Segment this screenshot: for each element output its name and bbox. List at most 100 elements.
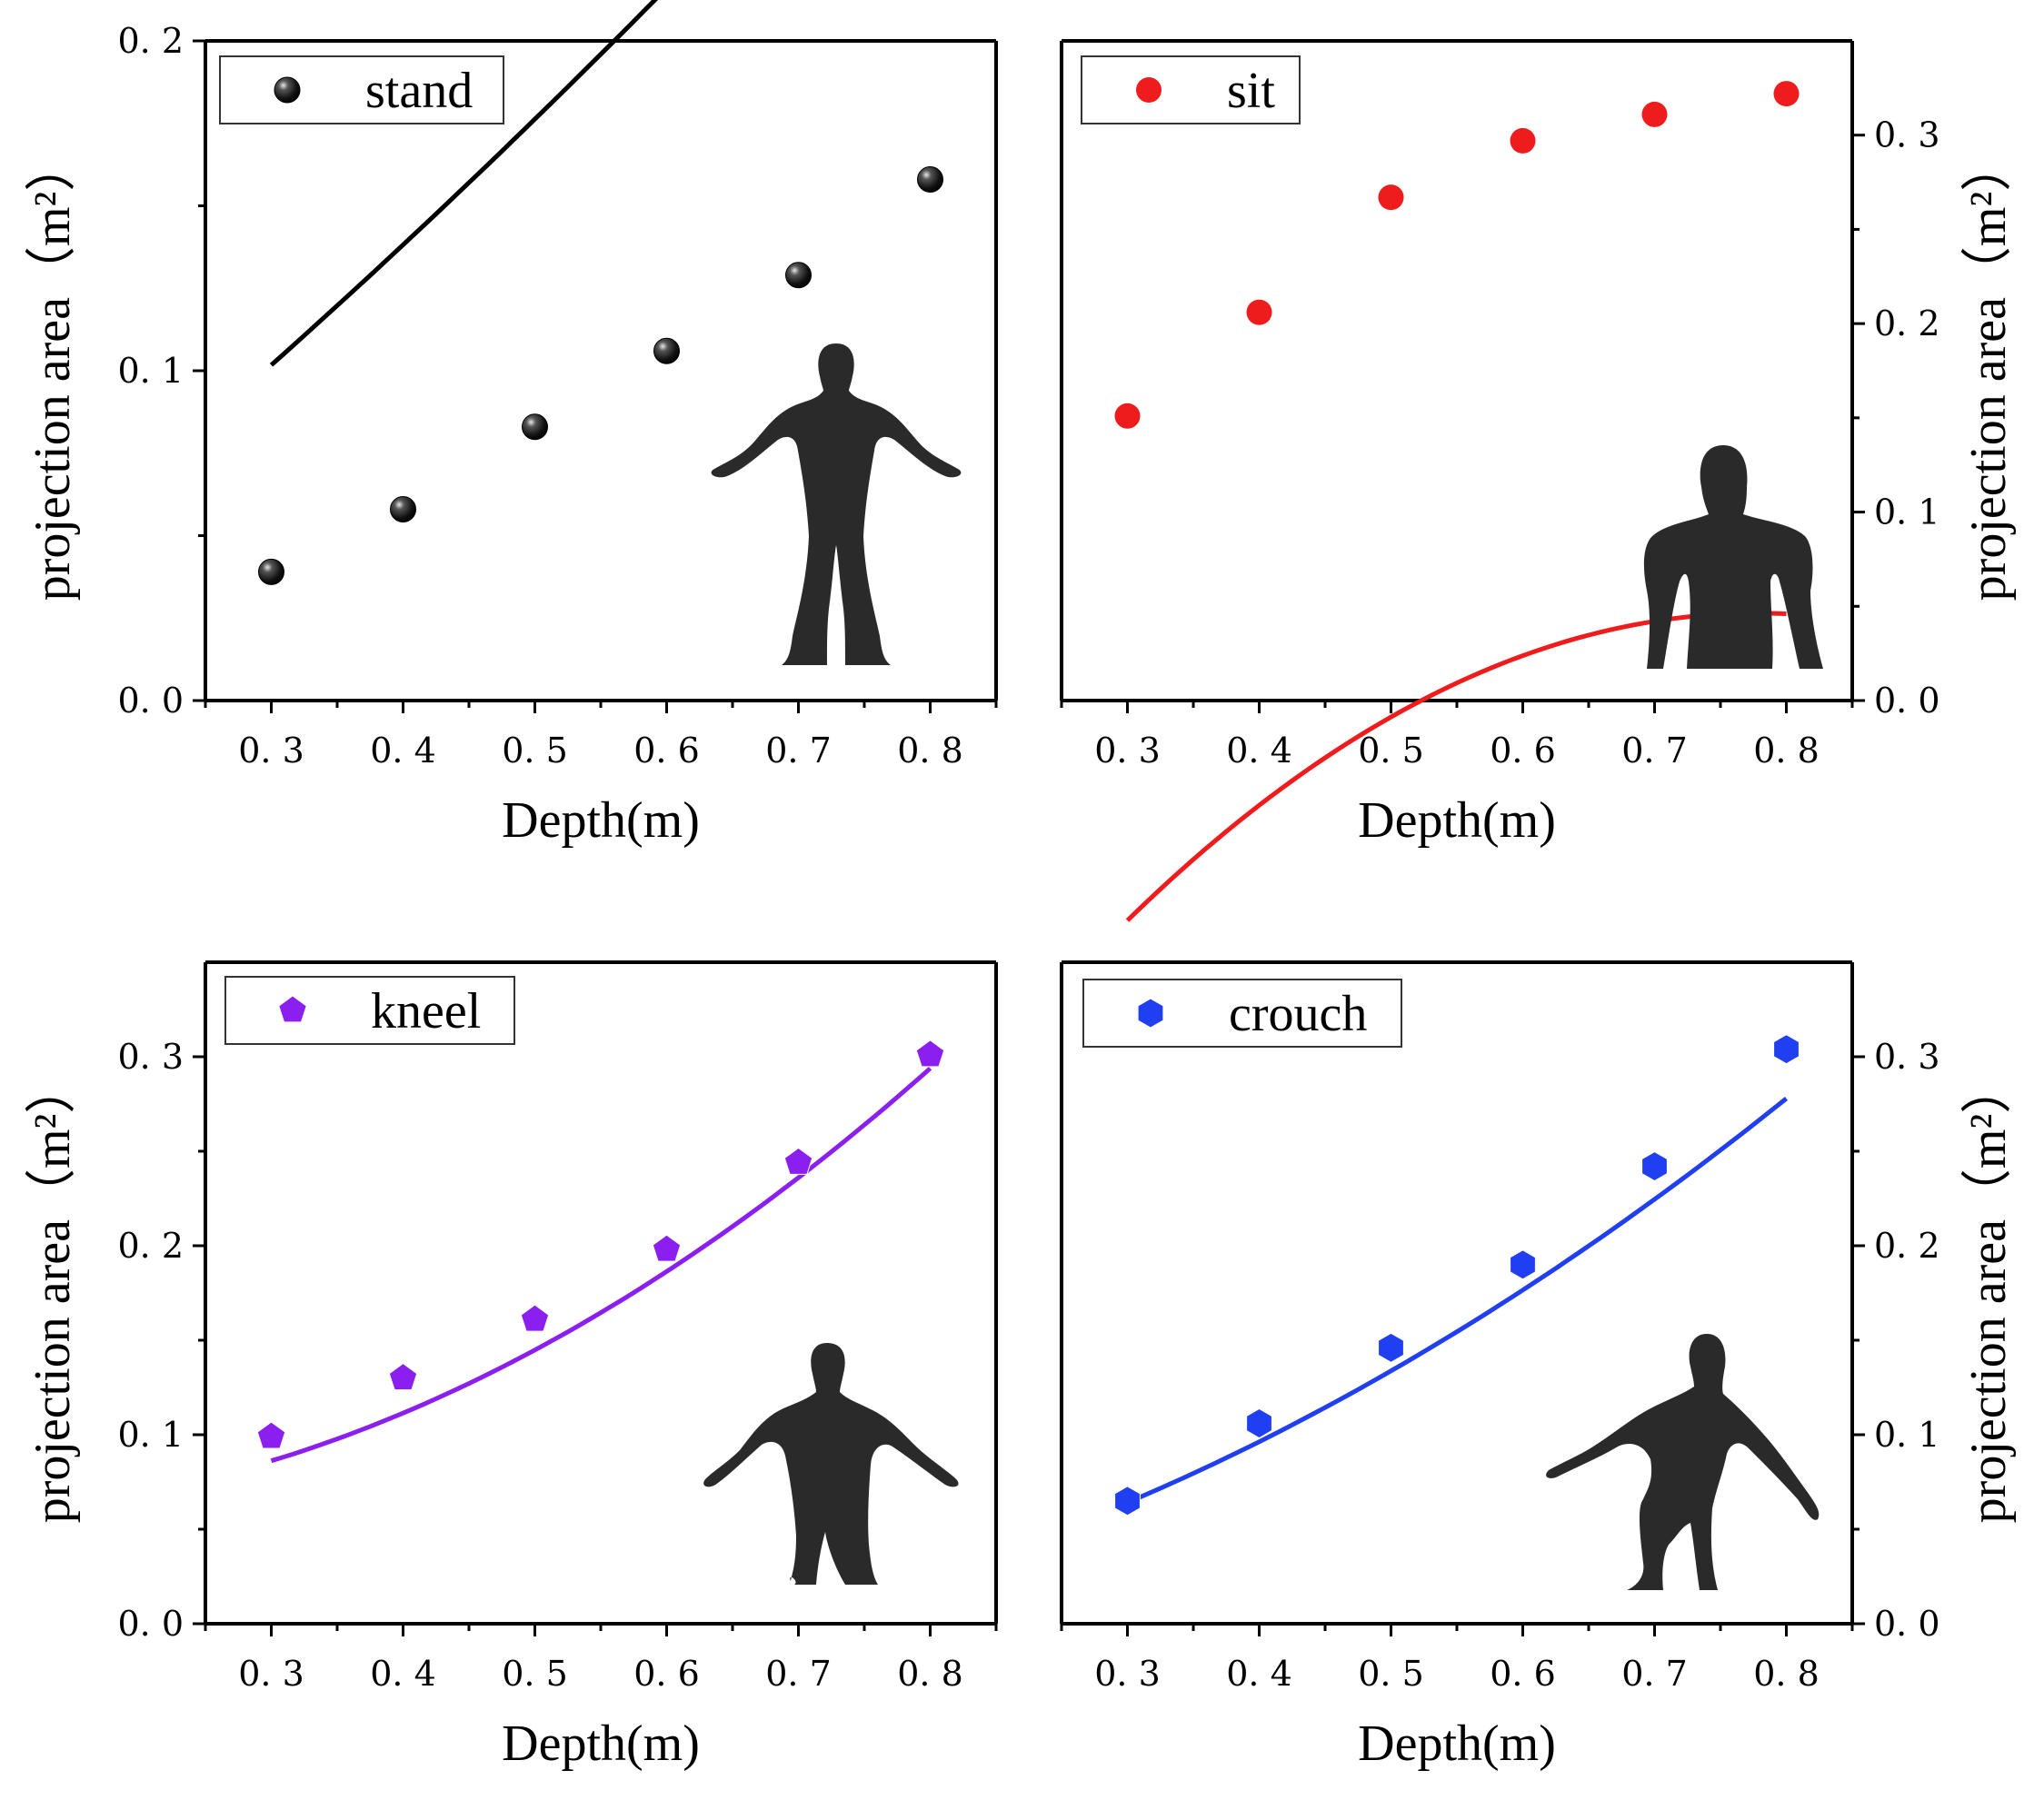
x-tick-label: 0. 6 bbox=[633, 731, 700, 771]
y-tick-label: 0. 2 bbox=[1874, 303, 1940, 343]
y-tick-label: 0. 2 bbox=[1874, 1226, 1940, 1266]
data-point-sit bbox=[1378, 184, 1404, 211]
series-line-crouch bbox=[1126, 1097, 1789, 1505]
y-tick-label: 0. 0 bbox=[117, 681, 184, 721]
data-point-kneel bbox=[388, 1362, 418, 1390]
x-axis-title: Depth(m) bbox=[1358, 792, 1556, 849]
y-axis-title: projection area（m²） bbox=[1960, 1063, 2017, 1524]
y-tick-label: 0. 2 bbox=[117, 21, 184, 61]
series-line-sit bbox=[1125, 611, 1787, 922]
data-point-sit bbox=[1246, 299, 1272, 325]
data-point-kneel bbox=[520, 1304, 550, 1332]
x-tick-label: 0. 3 bbox=[238, 1654, 304, 1694]
legend-box bbox=[219, 55, 504, 124]
axes-crouch: 0. 3 0. 4 0. 5 0. 6 0. 7 0. 8 0. 0 0. 1 0. 2 0. 3… bbox=[1060, 960, 2017, 1772]
x-tick-label: 0. 4 bbox=[1226, 731, 1292, 771]
data-point-crouch bbox=[1510, 1249, 1536, 1280]
x-axis-title: Depth(m) bbox=[502, 1715, 700, 1772]
legend-label: stand bbox=[365, 63, 473, 119]
data-point-stand bbox=[653, 337, 680, 364]
data-point-sit bbox=[1641, 101, 1668, 127]
legend-marker bbox=[274, 76, 301, 104]
y-tick-label: 0. 1 bbox=[1874, 1415, 1940, 1455]
x-tick-label: 0. 5 bbox=[1358, 1654, 1424, 1694]
y-tick-label: 0. 3 bbox=[117, 1037, 184, 1077]
data-point-crouch bbox=[1641, 1151, 1668, 1182]
data-point-kneel bbox=[256, 1421, 286, 1449]
x-tick-label: 0. 3 bbox=[238, 731, 304, 771]
data-point-sit bbox=[1773, 81, 1800, 107]
legend-box bbox=[1082, 979, 1402, 1048]
legend-kneel: kneel bbox=[224, 976, 515, 1045]
y-tick-label: 0. 1 bbox=[1874, 492, 1940, 532]
legend-crouch: crouch bbox=[1082, 979, 1402, 1048]
x-tick-label: 0. 4 bbox=[370, 731, 436, 771]
axes-sit: 0. 3 0. 4 0. 5 0. 6 0. 7 0. 8 0. 0 0. 1 0. 2 0. 3… bbox=[1060, 39, 2017, 922]
data-point-stand bbox=[258, 558, 284, 585]
y-tick-label: 0. 3 bbox=[1874, 1037, 1940, 1077]
y-tick-label: 0. 3 bbox=[1874, 115, 1940, 155]
y-axis-title: projection area（m²） bbox=[25, 1063, 81, 1524]
y-axis-title: projection area（m²） bbox=[25, 141, 81, 602]
sitting-figure-icon bbox=[1643, 445, 1823, 669]
x-tick-label: 0. 8 bbox=[1753, 731, 1820, 771]
data-point-crouch bbox=[1114, 1486, 1141, 1517]
panel-crouch: 0. 3 0. 4 0. 5 0. 6 0. 7 0. 8 0. 0 0. 1 0. 2 0. 3… bbox=[1060, 960, 2017, 1772]
axes-stand: 0. 3 0. 4 0. 5 0. 6 0. 7 0. 8 0. 0 0. 1 0. 2 Dept… bbox=[25, 0, 998, 849]
y-tick-label: 0. 0 bbox=[117, 1604, 184, 1644]
crouching-figure-icon bbox=[1546, 1334, 1820, 1590]
panel-stand: 0. 3 0. 4 0. 5 0. 6 0. 7 0. 8 0. 0 0. 1 0. 2 Dept… bbox=[25, 0, 998, 849]
data-point-stand bbox=[522, 413, 548, 441]
axes-kneel: 0. 3 0. 4 0. 5 0. 6 0. 7 0. 8 0. 0 0. 1 0. 2 0. 3… bbox=[25, 960, 998, 1772]
y-tick-label: 0. 2 bbox=[117, 1226, 184, 1266]
x-tick-label: 0. 3 bbox=[1094, 731, 1161, 771]
x-tick-label: 0. 7 bbox=[765, 1654, 832, 1694]
x-tick-label: 0. 8 bbox=[897, 1654, 963, 1694]
data-point-stand bbox=[785, 262, 812, 289]
legend-sit: sit bbox=[1081, 55, 1301, 124]
legend-label: crouch bbox=[1229, 986, 1367, 1042]
legend-stand: stand bbox=[219, 55, 504, 124]
y-tick-label: 0. 1 bbox=[117, 1415, 184, 1455]
y-tick-label: 0. 0 bbox=[1874, 681, 1940, 721]
data-point-crouch bbox=[1246, 1407, 1272, 1439]
x-tick-label: 0. 6 bbox=[1490, 1654, 1556, 1694]
panel-sit: 0. 3 0. 4 0. 5 0. 6 0. 7 0. 8 0. 0 0. 1 0. 2 0. 3… bbox=[1060, 39, 2017, 922]
legend-marker bbox=[1136, 77, 1162, 103]
data-point-crouch bbox=[1378, 1332, 1404, 1363]
x-tick-label: 0. 5 bbox=[1358, 731, 1424, 771]
legend-label: kneel bbox=[371, 983, 481, 1039]
kneeling-figure-icon bbox=[703, 1343, 959, 1585]
legend-box bbox=[224, 976, 515, 1045]
data-point-sit bbox=[1114, 403, 1141, 429]
data-point-kneel bbox=[652, 1234, 682, 1262]
x-tick-label: 0. 8 bbox=[897, 731, 963, 771]
x-tick-label: 0. 4 bbox=[370, 1654, 436, 1694]
legend-marker bbox=[278, 995, 307, 1023]
legend-box bbox=[1081, 55, 1301, 124]
y-axis-title: projection area（m²） bbox=[1960, 141, 2017, 602]
data-point-kneel bbox=[783, 1147, 813, 1175]
series-line-stand bbox=[269, 0, 659, 367]
x-tick-label: 0. 5 bbox=[502, 731, 568, 771]
x-tick-label: 0. 7 bbox=[1621, 1654, 1688, 1694]
data-point-crouch bbox=[1773, 1034, 1800, 1065]
x-tick-label: 0. 3 bbox=[1094, 1654, 1161, 1694]
series-line-kneel bbox=[270, 1066, 932, 1464]
x-axis-title: Depth(m) bbox=[502, 792, 700, 849]
data-point-sit bbox=[1510, 127, 1536, 154]
y-tick-label: 0. 0 bbox=[1874, 1604, 1940, 1644]
y-tick-label: 0. 1 bbox=[117, 351, 184, 391]
data-point-kneel bbox=[915, 1039, 945, 1068]
legend-label: sit bbox=[1227, 63, 1275, 119]
standing-figure-icon bbox=[711, 343, 962, 665]
x-tick-label: 0. 6 bbox=[1490, 731, 1556, 771]
x-tick-label: 0. 5 bbox=[502, 1654, 568, 1694]
x-axis-title: Depth(m) bbox=[1358, 1715, 1556, 1772]
data-point-stand bbox=[917, 165, 943, 193]
x-tick-label: 0. 8 bbox=[1753, 1654, 1820, 1694]
x-tick-label: 0. 4 bbox=[1226, 1654, 1292, 1694]
legend-marker bbox=[1137, 998, 1164, 1029]
panel-kneel: 0. 3 0. 4 0. 5 0. 6 0. 7 0. 8 0. 0 0. 1 0. 2 0. 3… bbox=[25, 960, 998, 1772]
